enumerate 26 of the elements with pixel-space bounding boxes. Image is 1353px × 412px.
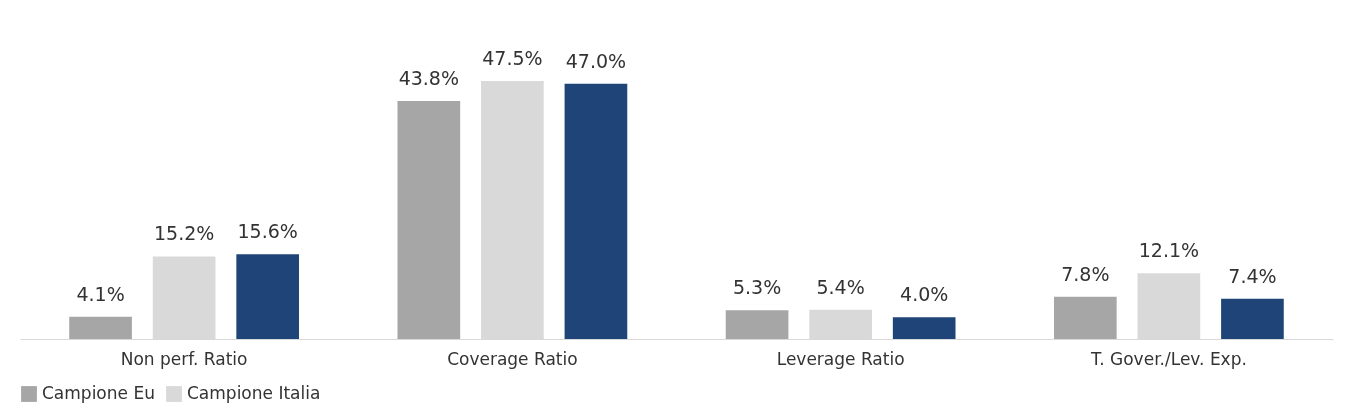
bar (69, 316, 132, 339)
data-label: 7.4% (1228, 264, 1277, 287)
bar (236, 254, 300, 339)
x-tick-label: Coverage Ratio (447, 348, 578, 369)
x-tick-label: Leverage Ratio (776, 348, 905, 369)
bar (1053, 296, 1117, 339)
data-label: 47.5% (482, 47, 543, 69)
data-label: 4.1% (76, 282, 125, 305)
bar (725, 310, 789, 339)
data-label: 15.2% (153, 222, 215, 245)
legend-label: Campione Eu (42, 383, 155, 403)
bar (397, 101, 461, 339)
data-label: 7.8% (1061, 262, 1110, 285)
bar (564, 83, 628, 339)
data-label: 43.8% (398, 67, 459, 90)
legend-label: Campione Italia (187, 383, 321, 403)
bar (892, 317, 956, 339)
data-label: 5.3% (732, 276, 782, 299)
data-label: 5.4% (816, 275, 865, 298)
bar (1221, 298, 1284, 339)
data-label: 47.0% (565, 49, 627, 72)
x-tick-label: T. Gover./Lev. Exp. (1089, 348, 1247, 369)
data-label: 15.6% (237, 220, 298, 243)
data-label: 4.0% (900, 283, 949, 306)
data-label: 12.1% (1138, 239, 1200, 262)
x-tick-label: Non perf. Ratio (120, 348, 248, 369)
